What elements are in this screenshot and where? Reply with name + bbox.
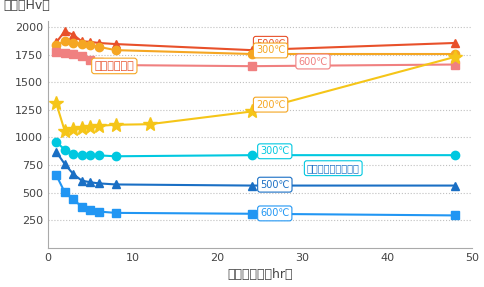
Text: 通常のクロムめっき: 通常のクロムめっき bbox=[306, 163, 359, 173]
Text: 500℃: 500℃ bbox=[259, 180, 289, 190]
Text: 600℃: 600℃ bbox=[259, 208, 289, 218]
Text: 200℃: 200℃ bbox=[255, 100, 285, 110]
Text: 300℃: 300℃ bbox=[255, 45, 285, 55]
Text: 500℃: 500℃ bbox=[255, 39, 285, 49]
Text: 600℃: 600℃ bbox=[298, 57, 327, 67]
Text: 300℃: 300℃ bbox=[259, 146, 289, 156]
Y-axis label: 硬さ（Hv）: 硬さ（Hv） bbox=[3, 0, 50, 12]
Text: クロアモール: クロアモール bbox=[94, 61, 134, 71]
X-axis label: 熱処理時間（hr）: 熱処理時間（hr） bbox=[227, 268, 292, 282]
